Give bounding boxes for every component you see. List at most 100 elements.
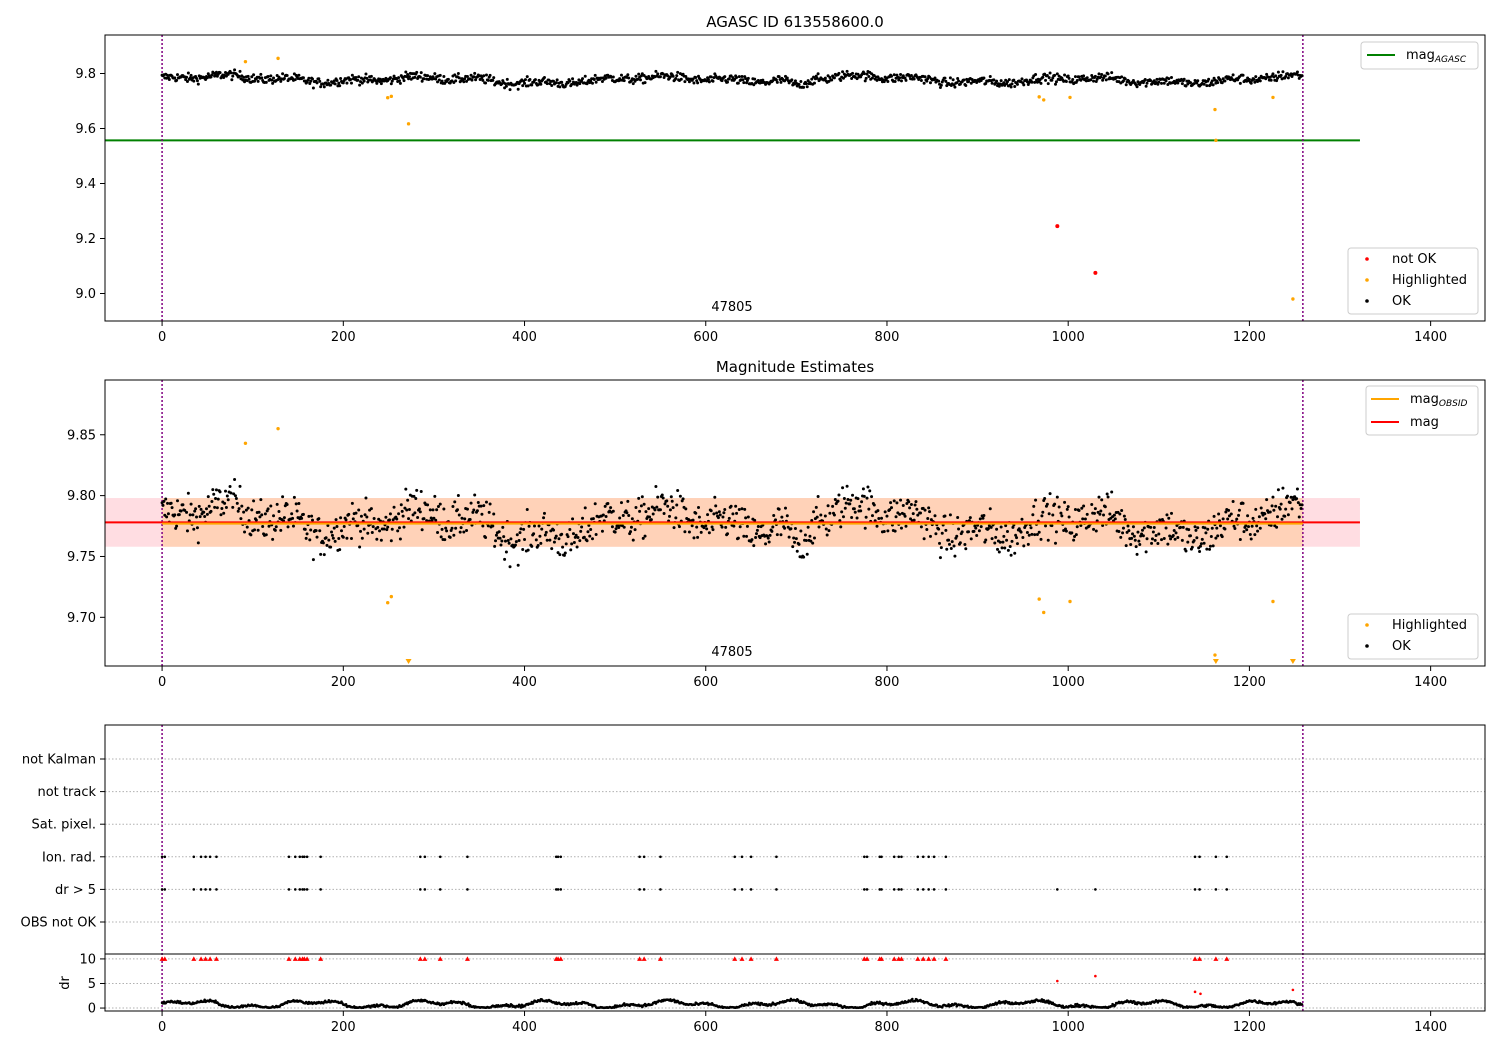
ok-point (770, 529, 774, 533)
ok-point (810, 77, 814, 81)
ok-point (723, 75, 727, 79)
ok-point (923, 75, 927, 79)
panel3-dr-frame (104, 953, 1486, 1012)
x-tick-label: 400 (512, 675, 537, 690)
ok-point (492, 76, 496, 80)
ok-point (1063, 73, 1067, 77)
ok-point (727, 516, 731, 520)
ok-point (397, 76, 401, 80)
ok-point (473, 493, 477, 497)
ok-point (1238, 81, 1242, 85)
ok-point (707, 531, 711, 535)
ok-point (897, 78, 901, 82)
ok-point (1209, 534, 1213, 538)
ok-point (775, 80, 779, 84)
ok-point (581, 516, 585, 520)
ok-point (1101, 78, 1105, 82)
ok-point (1067, 76, 1071, 80)
ok-point (978, 517, 982, 521)
ok-point (898, 512, 902, 516)
x-tick-label: 1400 (1414, 675, 1447, 690)
dr-gt5-flag (927, 888, 930, 891)
ok-point (943, 76, 947, 80)
ok-point (345, 536, 349, 540)
ok-point (481, 524, 485, 528)
ok-point (1033, 80, 1037, 84)
ok-point (742, 534, 746, 538)
ok-point (1113, 517, 1117, 521)
legend-mag-agasc: mag (1406, 48, 1435, 63)
ok-point (332, 526, 336, 530)
ion-rad-flag (740, 855, 744, 859)
dr-clipped-marker (422, 956, 428, 961)
ok-point (951, 78, 955, 82)
ok-point (1192, 539, 1196, 543)
ok-point (548, 538, 552, 542)
ok-point (468, 518, 472, 522)
x-tick-label: 200 (331, 1020, 356, 1035)
ok-point (740, 507, 744, 511)
ok-point (999, 525, 1003, 529)
ok-point (1005, 530, 1009, 534)
ok-point (271, 537, 275, 541)
ok-point (359, 529, 363, 533)
ok-point (1015, 536, 1019, 540)
ok-point (710, 525, 714, 529)
ok-point (281, 495, 285, 499)
ok-point (929, 518, 933, 522)
ok-point (1081, 517, 1085, 521)
highlighted-point (1271, 599, 1275, 604)
ok-point (345, 81, 349, 85)
ok-point (702, 526, 706, 530)
ok-point (1216, 534, 1220, 538)
ion-rad-flag (293, 855, 297, 859)
ok-point (643, 534, 647, 538)
dr-gt5-flag (865, 888, 869, 891)
ok-point (806, 79, 810, 83)
ok-point (865, 496, 869, 500)
ok-point (341, 81, 345, 85)
ok-point (1297, 76, 1301, 80)
ok-point (247, 519, 251, 523)
ok-point (258, 515, 262, 519)
dr-gt5-flag (423, 888, 427, 891)
ion-rad-flag (921, 855, 925, 859)
ok-point (986, 526, 990, 530)
ion-rad-flag (466, 855, 469, 859)
ok-point (666, 74, 670, 78)
ok-point (230, 78, 234, 82)
ok-point (1238, 537, 1242, 541)
ok-point (305, 532, 309, 536)
dr-gt5-flag (319, 888, 322, 891)
legend-mag-agasc-sub: AGASC (1434, 55, 1467, 65)
ok-point (1237, 513, 1241, 517)
ion-rad-flag (438, 855, 442, 859)
ok-point (870, 495, 874, 499)
ok-point (610, 525, 614, 529)
highlighted-point (1213, 653, 1217, 657)
ok-point (723, 507, 727, 511)
ok-point (863, 79, 867, 83)
legend-mag: mag (1410, 415, 1439, 430)
ok-point (1189, 81, 1193, 85)
ok-point (442, 507, 446, 511)
ok-point (506, 538, 510, 542)
ok-point (195, 515, 199, 519)
ok-point (735, 511, 739, 515)
ok-point (272, 76, 276, 80)
ok-point (174, 526, 178, 530)
not-ok-point (1055, 224, 1060, 229)
ok-point (173, 513, 177, 517)
ok-point (1153, 538, 1157, 542)
ok-point (839, 79, 843, 83)
ok-point (212, 492, 216, 496)
legend2-ok: OK (1392, 639, 1411, 654)
legend-not-ok: not OK (1392, 252, 1437, 267)
ok-point (321, 541, 325, 545)
ok-point (1129, 543, 1133, 547)
ok-point (899, 498, 903, 502)
ok-point (711, 79, 715, 83)
panel3-vlines (161, 725, 1304, 1011)
ok-point (1233, 526, 1237, 530)
ok-point (678, 494, 682, 498)
